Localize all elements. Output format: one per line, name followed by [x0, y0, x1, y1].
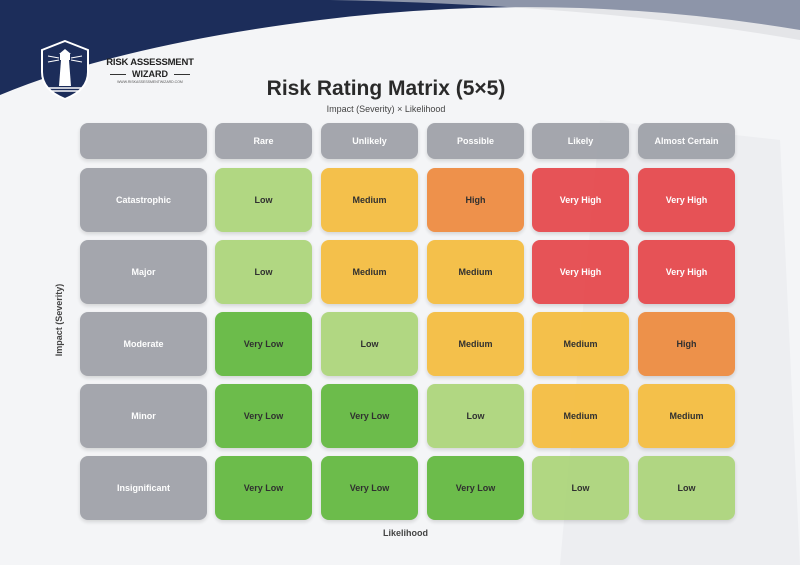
- row-header-insignificant: Insignificant: [80, 456, 207, 520]
- risk-cell: Low: [427, 384, 524, 448]
- column-header-unlikely: Unlikely: [321, 123, 418, 159]
- risk-cell: Very Low: [215, 456, 312, 520]
- column-header-likely: Likely: [532, 123, 629, 159]
- risk-cell: Low: [215, 240, 312, 304]
- row-header-major: Major: [80, 240, 207, 304]
- lighthouse-shield-logo: [41, 40, 89, 100]
- brand-line1: RISK ASSESSMENT: [106, 57, 194, 68]
- brand-text: RISK ASSESSMENT WIZARD WWW.RISKASSESSMEN…: [104, 57, 196, 84]
- risk-cell: Medium: [427, 240, 524, 304]
- risk-cell: Very High: [532, 168, 629, 232]
- x-axis-label: Likelihood: [383, 528, 428, 538]
- column-header-possible: Possible: [427, 123, 524, 159]
- risk-cell: Very Low: [321, 456, 418, 520]
- risk-cell: Medium: [321, 240, 418, 304]
- page-subtitle: Impact (Severity) × Likelihood: [326, 104, 446, 114]
- risk-cell: Very High: [532, 240, 629, 304]
- risk-cell: Very Low: [321, 384, 418, 448]
- risk-cell: High: [638, 312, 735, 376]
- column-header-almost-certain: Almost Certain: [638, 123, 735, 159]
- row-header-catastrophic: Catastrophic: [80, 168, 207, 232]
- risk-cell: Medium: [638, 384, 735, 448]
- row-header-moderate: Moderate: [80, 312, 207, 376]
- risk-cell: Low: [638, 456, 735, 520]
- risk-cell: Very High: [638, 168, 735, 232]
- brand-line2: WIZARD: [104, 69, 196, 79]
- risk-cell: Very Low: [427, 456, 524, 520]
- risk-cell: High: [427, 168, 524, 232]
- y-axis-label: Impact (Severity): [54, 283, 64, 357]
- risk-cell: Medium: [321, 168, 418, 232]
- risk-cell: Very Low: [215, 384, 312, 448]
- risk-cell: Very High: [638, 240, 735, 304]
- page-title: Risk Rating Matrix (5×5): [266, 77, 506, 100]
- risk-cell: Low: [321, 312, 418, 376]
- risk-cell: Very Low: [215, 312, 312, 376]
- risk-cell: Medium: [532, 312, 629, 376]
- risk-cell: Medium: [532, 384, 629, 448]
- brand-url: WWW.RISKASSESSMENTWIZARD.COM: [117, 80, 183, 84]
- risk-cell: Medium: [427, 312, 524, 376]
- risk-cell: Low: [532, 456, 629, 520]
- row-header-minor: Minor: [80, 384, 207, 448]
- column-header-rare: Rare: [215, 123, 312, 159]
- matrix-corner-cell: [80, 123, 207, 159]
- risk-cell: Low: [215, 168, 312, 232]
